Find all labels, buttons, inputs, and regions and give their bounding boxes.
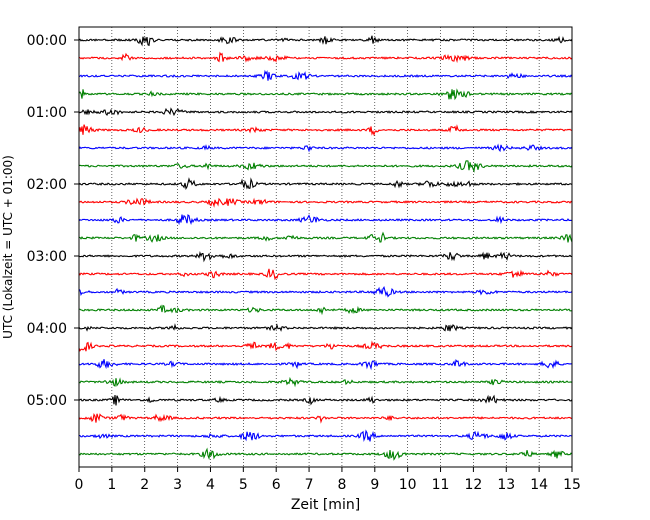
x-axis-ticks: 0 1 2 3 4 5 6 7 8 9 10 11 12 13 14 15 xyxy=(75,467,581,493)
trace-line xyxy=(78,177,573,191)
trace-line xyxy=(78,447,573,461)
grid-lines xyxy=(111,27,540,467)
x-tick-label: 0 xyxy=(75,477,84,493)
trace-line xyxy=(78,340,573,352)
y-tick-label: 03:00 xyxy=(27,249,67,265)
trace-lines xyxy=(78,35,573,461)
x-tick-label: 12 xyxy=(464,477,482,493)
y-axis-label: UTC (Lokalzeit = UTC + 01:00) xyxy=(1,155,15,339)
trace-line xyxy=(78,107,573,117)
trace-line xyxy=(78,124,573,137)
trace-line xyxy=(78,143,573,153)
x-tick-label: 9 xyxy=(370,477,379,493)
x-tick-label: 4 xyxy=(206,477,215,493)
trace-line xyxy=(78,35,573,47)
trace-line xyxy=(78,231,573,243)
trace-line xyxy=(78,268,573,281)
x-tick-label: 10 xyxy=(399,477,417,493)
trace-line xyxy=(78,51,573,64)
x-axis-label: Zeit [min] xyxy=(291,497,360,513)
x-tick-label: 13 xyxy=(497,477,515,493)
trace-line xyxy=(78,88,573,101)
trace-line xyxy=(78,251,573,263)
x-tick-label: 11 xyxy=(432,477,450,493)
trace-line xyxy=(78,197,573,208)
x-tick-label: 7 xyxy=(305,477,314,493)
y-tick-label: 02:00 xyxy=(27,177,67,193)
y-tick-label: 01:00 xyxy=(27,105,67,121)
trace-line xyxy=(78,413,573,424)
trace-line xyxy=(78,376,573,388)
y-tick-label: 05:00 xyxy=(27,393,67,409)
trace-line xyxy=(78,394,573,406)
x-tick-label: 6 xyxy=(272,477,281,493)
trace-line xyxy=(78,69,573,81)
trace-line xyxy=(78,429,573,442)
x-tick-label: 5 xyxy=(239,477,248,493)
x-tick-label: 3 xyxy=(173,477,182,493)
trace-line xyxy=(78,214,573,226)
y-axis-ticks: 00:00 01:00 02:00 03:00 04:00 05:00 xyxy=(27,33,79,409)
trace-line xyxy=(78,160,573,173)
trace-line xyxy=(78,286,573,298)
plot-frame xyxy=(78,26,573,468)
x-tick-label: 15 xyxy=(563,477,581,493)
x-tick-label: 2 xyxy=(140,477,149,493)
x-tick-label: 1 xyxy=(107,477,116,493)
trace-line xyxy=(78,323,573,332)
y-tick-label: 00:00 xyxy=(27,33,67,49)
y-tick-label: 04:00 xyxy=(27,321,67,337)
trace-line xyxy=(78,304,573,316)
x-tick-label: 8 xyxy=(337,477,346,493)
x-tick-label: 14 xyxy=(530,477,548,493)
trace-line xyxy=(78,358,573,371)
